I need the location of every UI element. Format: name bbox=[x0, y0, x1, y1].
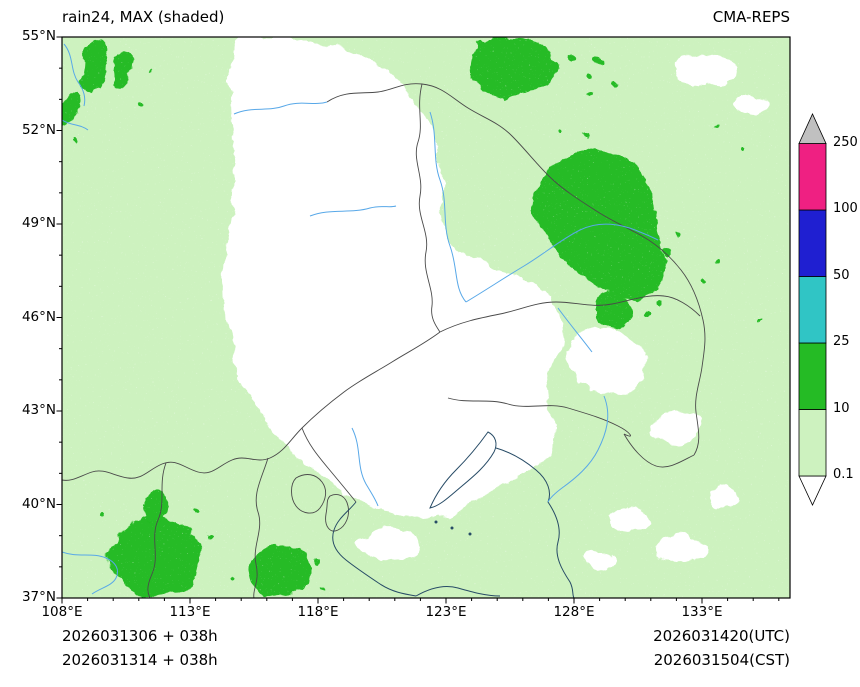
footer-init-line-1: 2026031306 + 038h bbox=[62, 624, 218, 648]
footer-init-times: 2026031306 + 038h 2026031314 + 038h bbox=[62, 624, 218, 672]
colorbar-tick-label: 0.1 bbox=[833, 467, 860, 482]
x-tick-label: 133°E bbox=[666, 604, 738, 620]
y-tick-label: 55°N bbox=[0, 28, 56, 44]
y-tick-label: 37°N bbox=[0, 589, 56, 605]
footer-valid-utc: 2026031420(UTC) bbox=[440, 624, 790, 648]
y-tick-label: 49°N bbox=[0, 215, 56, 231]
model-label: CMA-REPS bbox=[490, 8, 790, 26]
colorbar-tick-label: 50 bbox=[833, 268, 860, 283]
y-tick-label: 46°N bbox=[0, 309, 56, 325]
footer-valid-times: 2026031420(UTC) 2026031504(CST) bbox=[440, 624, 790, 672]
x-tick-label: 128°E bbox=[538, 604, 610, 620]
colorbar bbox=[799, 114, 826, 505]
x-tick-label: 113°E bbox=[154, 604, 226, 620]
footer-init-line-2: 2026031314 + 038h bbox=[62, 648, 218, 672]
x-tick-label: 123°E bbox=[410, 604, 482, 620]
y-tick-label: 40°N bbox=[0, 496, 56, 512]
footer-valid-cst: 2026031504(CST) bbox=[440, 648, 790, 672]
colorbar-tick-label: 100 bbox=[833, 201, 860, 216]
colorbar-tick-label: 25 bbox=[833, 334, 860, 349]
colorbar-tick-label: 10 bbox=[833, 401, 860, 416]
colorbar-tick-label: 250 bbox=[833, 135, 860, 150]
figure: rain24, MAX (shaded) CMA-REPS 2026031306… bbox=[0, 0, 860, 687]
y-tick-label: 43°N bbox=[0, 402, 56, 418]
x-tick-label: 118°E bbox=[282, 604, 354, 620]
field-texture bbox=[62, 37, 790, 598]
map-figure bbox=[0, 0, 860, 687]
figure-title: rain24, MAX (shaded) bbox=[62, 8, 224, 26]
x-tick-label: 108°E bbox=[26, 604, 98, 620]
y-tick-label: 52°N bbox=[0, 122, 56, 138]
